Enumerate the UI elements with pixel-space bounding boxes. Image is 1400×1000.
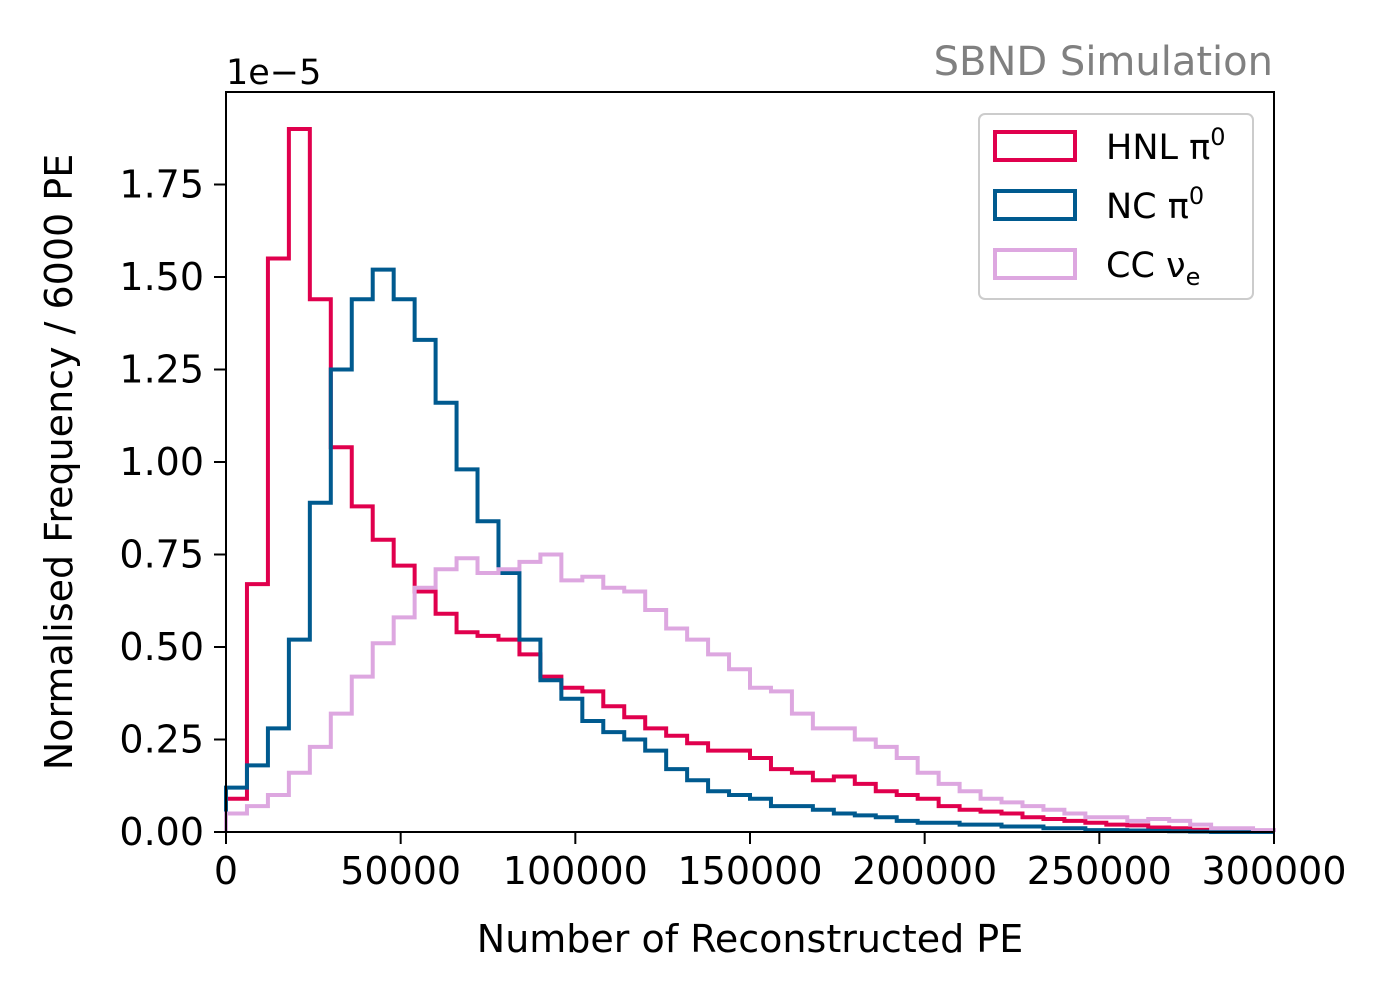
series-1-bins (224, 267, 1274, 834)
x-tick-label: 200000 (852, 849, 997, 893)
legend-entry-1: NC π0 (993, 182, 1204, 227)
x-axis-label: Number of Reconstructed PE (477, 917, 1023, 961)
legend-swatch (993, 189, 1077, 221)
legend-label: HNL π0 (1106, 123, 1225, 168)
series-line-2 (224, 552, 1276, 833)
legend-entry-2: CC νe (993, 246, 1200, 291)
y-tick-label: 1.25 (119, 348, 204, 392)
series-line-1 (224, 267, 1274, 834)
x-tick-label: 50000 (340, 849, 461, 893)
x-tick-label: 150000 (677, 849, 822, 893)
y-tick-label: 0.50 (119, 625, 204, 669)
y-tick-label: 0.25 (119, 718, 204, 762)
x-tick-label: 250000 (1027, 849, 1172, 893)
legend-entry-0: HNL π0 (993, 123, 1225, 168)
legend: HNL π0 NC π0 CC νe (978, 113, 1254, 300)
y-tick-label: 1.75 (119, 163, 204, 207)
y-tick-label: 1.00 (119, 440, 204, 484)
x-axis: 0 50000 100000 150000 200000 250000 300000 (214, 832, 1347, 893)
legend-swatch (993, 130, 1077, 162)
series-0-bins (224, 127, 1276, 834)
y-offset-label: 1e−5 (226, 53, 321, 93)
plot-frame (225, 91, 1275, 833)
y-tick-label: 0.00 (119, 810, 204, 854)
y-axis-label: Normalised Frequency / 6000 PE (37, 154, 81, 770)
x-tick-label: 0 (214, 849, 238, 893)
y-tick-label: 0.75 (119, 533, 204, 577)
watermark-label: SBND Simulation (934, 39, 1273, 85)
y-axis: 0.00 0.25 0.50 0.75 1.00 1.25 1.50 1.75 (119, 163, 226, 854)
legend-label: NC π0 (1106, 182, 1204, 227)
legend-swatch (993, 248, 1077, 280)
x-tick-label: 100000 (503, 849, 648, 893)
x-tick-label: 300000 (1201, 849, 1346, 893)
series-line-0 (224, 127, 1276, 834)
legend-label: CC νe (1106, 246, 1200, 291)
series-group (224, 127, 1276, 834)
y-tick-label: 1.50 (119, 255, 204, 299)
series-2-bins (224, 552, 1276, 833)
